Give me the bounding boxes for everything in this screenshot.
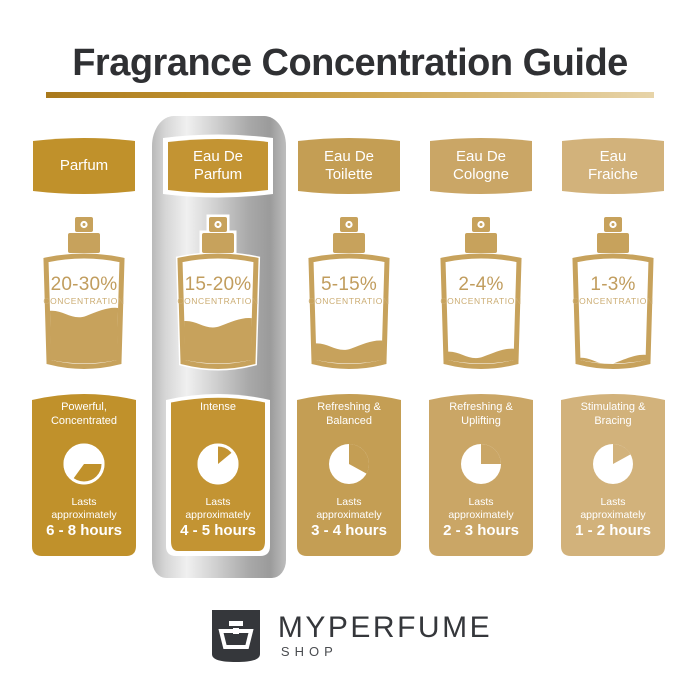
concentration-label-5: CONCENTRATION (572, 296, 654, 306)
card-description-2: Intense (199, 401, 237, 413)
logo-wordmark: MYPERFUME SHOP (278, 612, 492, 660)
duration-card-1[interactable]: Powerful, Concentrated Lasts approximately 6… (32, 388, 136, 556)
concentration-value-4: 2-4% (458, 274, 504, 295)
duration-card-5[interactable]: Stimulating & Bracing Lasts approximately 1 … (561, 388, 665, 556)
logo-bottle-icon (211, 610, 260, 662)
card-duration-4: 2 - 3 hours (443, 522, 519, 539)
duration-card-3[interactable]: Refreshing & Balanced Lasts approximately 3 … (297, 388, 401, 556)
concentration-label-1: CONCENTRATION (43, 296, 125, 306)
concentration-label-3: CONCENTRATION (308, 296, 390, 306)
title-divider (46, 92, 654, 98)
card-duration-5: 1 - 2 hours (575, 522, 651, 539)
bottle-3: 5-15% CONCENTRATION (297, 214, 401, 374)
card-duration-1: 6 - 8 hours (46, 522, 122, 539)
longevity-pie-chart-2 (197, 443, 239, 485)
header-label-4: Eau De Cologne (453, 148, 509, 183)
header-banner-4[interactable]: Eau De Cologne (429, 135, 533, 197)
card-lasts-label-3: Lasts approximately (316, 496, 382, 521)
concentration-value-3: 5-15% (321, 274, 377, 295)
duration-card-4[interactable]: Refreshing & Uplifting Lasts approximately 2… (429, 388, 533, 556)
card-lasts-label-5: Lasts approximately (580, 496, 646, 521)
longevity-pie-chart-4 (461, 444, 501, 484)
brand-logo: MYPERFUME SHOP (0, 598, 700, 674)
header-banner-1[interactable]: Parfum (32, 135, 136, 197)
concentration-value-5: 1-3% (590, 274, 636, 295)
card-description-3: Refreshing & Balanced (317, 401, 381, 427)
duration-card-2[interactable]: Intense Lasts approximately 4 - 5 hours (166, 388, 270, 556)
header-banner-3[interactable]: Eau De Toilette (297, 135, 401, 197)
card-duration-2: 4 - 5 hours (180, 522, 256, 539)
card-lasts-label-1: Lasts approximately (51, 496, 117, 521)
concentration-value-2: 15-20% (184, 274, 252, 295)
card-lasts-label-2: Lasts approximately (185, 496, 251, 521)
concentration-label-2: CONCENTRATION (177, 296, 259, 306)
header-label-5: Eau Fraiche (587, 148, 639, 183)
bottle-2: 15-20% CONCENTRATION (166, 214, 270, 374)
header-label-3: Eau De Toilette (323, 148, 375, 183)
card-description-5: Stimulating & Bracing (580, 401, 646, 427)
bottle-1: 20-30% CONCENTRATION (32, 214, 136, 374)
longevity-pie-chart-1 (63, 443, 105, 485)
concentration-label-4: CONCENTRATION (440, 296, 522, 306)
header-banner-5[interactable]: Eau Fraiche (561, 135, 665, 197)
header-label-2: Eau De Parfum (192, 148, 244, 183)
header-label-1: Parfum (59, 157, 109, 174)
logo-subtitle: SHOP (280, 644, 338, 659)
card-duration-3: 3 - 4 hours (311, 522, 387, 539)
bottle-5: 1-3% CONCENTRATION (561, 214, 665, 374)
card-description-1: Powerful, Concentrated (50, 401, 118, 427)
card-lasts-label-4: Lasts approximately (448, 496, 514, 521)
card-description-4: Refreshing & Uplifting (449, 401, 513, 427)
longevity-pie-chart-3 (329, 444, 369, 484)
concentration-value-1: 20-30% (50, 274, 118, 295)
bottle-4: 2-4% CONCENTRATION (429, 214, 533, 374)
logo-name: MYPERFUME (277, 611, 493, 644)
header-banner-2[interactable]: Eau De Parfum (162, 131, 274, 201)
longevity-pie-chart-5 (593, 444, 633, 484)
page-title: Fragrance Concentration Guide (72, 42, 628, 84)
